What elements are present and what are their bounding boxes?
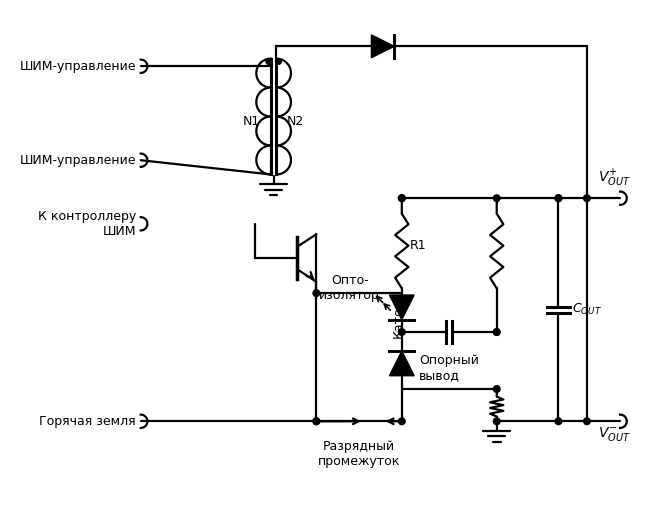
Circle shape [276, 59, 281, 64]
Polygon shape [389, 295, 414, 320]
Circle shape [313, 418, 320, 425]
Text: $V_{OUT}^{-}$: $V_{OUT}^{-}$ [598, 425, 631, 443]
Text: $V_{OUT}^{+}$: $V_{OUT}^{+}$ [598, 167, 631, 189]
Text: Катод: Катод [391, 298, 404, 338]
Circle shape [493, 418, 500, 425]
Circle shape [493, 385, 500, 392]
Text: R1: R1 [410, 239, 426, 252]
Text: ШИМ-управление: ШИМ-управление [20, 60, 136, 73]
Text: N1: N1 [243, 115, 261, 128]
Circle shape [555, 418, 562, 425]
Text: Разрядный
промежуток: Разрядный промежуток [318, 440, 400, 468]
Text: Опто-
изолятор: Опто- изолятор [319, 274, 380, 302]
Text: $C_{OUT}$: $C_{OUT}$ [572, 302, 602, 317]
Circle shape [398, 195, 405, 202]
Circle shape [398, 195, 405, 202]
Circle shape [584, 418, 590, 425]
Text: ШИМ-управление: ШИМ-управление [20, 154, 136, 167]
Circle shape [398, 418, 405, 425]
Circle shape [313, 418, 320, 425]
Circle shape [313, 290, 320, 297]
Polygon shape [371, 35, 394, 58]
Text: Горячая земля: Горячая земля [40, 415, 136, 428]
Circle shape [555, 195, 562, 202]
Text: Опорный
вывод: Опорный вывод [419, 354, 479, 382]
Text: К контроллеру
ШИМ: К контроллеру ШИМ [38, 210, 136, 238]
Circle shape [266, 59, 272, 64]
Circle shape [398, 329, 405, 335]
Polygon shape [389, 351, 414, 376]
Circle shape [493, 329, 500, 335]
Circle shape [555, 195, 562, 202]
Circle shape [493, 195, 500, 202]
Circle shape [493, 329, 500, 335]
Circle shape [584, 195, 590, 202]
Text: N2: N2 [287, 115, 304, 128]
